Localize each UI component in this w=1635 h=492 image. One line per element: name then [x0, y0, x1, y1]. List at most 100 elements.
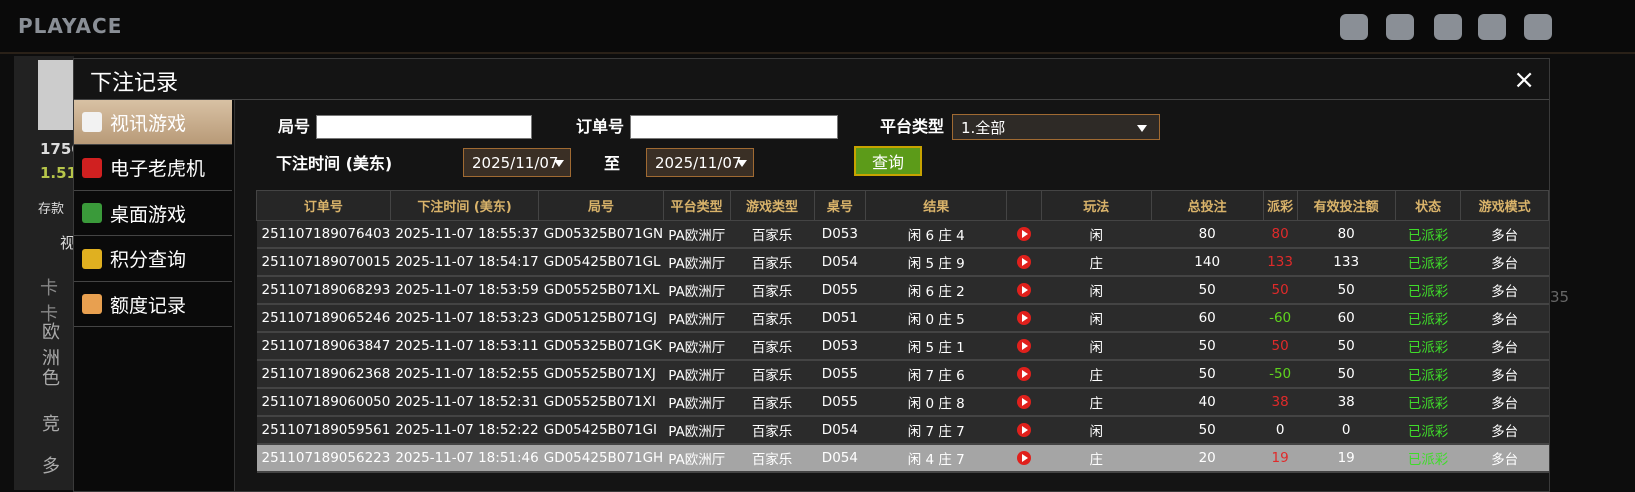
- bet-row: 251107189063847 2025-11-07 18:53:11 GD0532…: [256, 332, 1549, 361]
- settings-icon[interactable]: [1478, 14, 1506, 40]
- bet-record-modal: 下注记录 × 视讯游戏 电子老虎机 桌面游戏 积分查询 额度记录 局号 订单号 平台类型…: [73, 58, 1550, 492]
- tab[interactable]: 视讯游戏: [74, 100, 232, 145]
- date-to-value: 2025/11/07: [655, 153, 742, 172]
- cell: D055: [814, 388, 866, 417]
- dropdown-arrow: [737, 160, 747, 167]
- cell: 50: [1297, 276, 1396, 305]
- order-input[interactable]: [630, 115, 838, 139]
- cell: 闲 7 庄 7: [865, 416, 1007, 445]
- order-label: 订单号: [576, 117, 625, 136]
- tab-icon: [82, 248, 102, 269]
- cell: 多台: [1460, 248, 1549, 277]
- cell: 251107189063847: [256, 332, 391, 361]
- cell: 百家乐: [730, 444, 815, 473]
- cell: 闲 5 庄 1: [865, 332, 1007, 361]
- cell: GD05325B071GK: [538, 332, 664, 361]
- cell: 百家乐: [730, 304, 815, 333]
- tab[interactable]: 积分查询: [74, 237, 232, 282]
- menu-item: 多: [42, 456, 60, 477]
- replay-icon[interactable]: [1017, 395, 1032, 409]
- cell: 251107189056223: [256, 444, 391, 473]
- music-icon[interactable]: [1434, 14, 1462, 40]
- tab-label: 电子老虎机: [110, 158, 206, 180]
- date-to[interactable]: 2025/11/07: [646, 148, 754, 177]
- cell: 80: [1297, 220, 1396, 249]
- cell: 闲: [1041, 416, 1152, 445]
- tab-icon: [82, 203, 102, 223]
- column-header: 玩法: [1040, 190, 1152, 221]
- column-header: 局号: [538, 190, 664, 221]
- background-panel: 1756 1.51 存款 视 卡卡 欧洲 色 竞 多: [14, 56, 82, 490]
- video-cell: [1006, 388, 1042, 417]
- round-input[interactable]: [316, 115, 532, 139]
- menu-item: 竞: [42, 414, 60, 435]
- vip-icon[interactable]: [1340, 14, 1368, 40]
- balance: 1756: [40, 140, 82, 158]
- cell: 50: [1297, 360, 1396, 389]
- tab[interactable]: 桌面游戏: [74, 191, 232, 236]
- cell: 50: [1151, 276, 1264, 305]
- cell: 多台: [1460, 388, 1549, 417]
- column-header: 结果: [865, 190, 1008, 221]
- search-button[interactable]: 查询: [854, 146, 922, 176]
- dropdown-arrow: [1137, 125, 1147, 132]
- cell: 20: [1151, 444, 1264, 473]
- cell: 38: [1297, 388, 1396, 417]
- to-label: 至: [604, 154, 621, 173]
- video-cell: [1006, 220, 1042, 249]
- divider: [74, 99, 1549, 100]
- cell: 闲 0 庄 5: [865, 304, 1007, 333]
- cell: 50: [1151, 416, 1264, 445]
- cell: 庄: [1041, 444, 1152, 473]
- close-button[interactable]: ×: [1513, 65, 1535, 95]
- cell: 2025-11-07 18:53:59: [390, 276, 539, 305]
- message-icon[interactable]: [1524, 14, 1552, 40]
- cell: 已派彩: [1395, 360, 1461, 389]
- platform-select[interactable]: 1.全部: [952, 114, 1160, 140]
- date-from-value: 2025/11/07: [472, 153, 559, 172]
- replay-icon[interactable]: [1017, 311, 1032, 325]
- cell: 多台: [1460, 276, 1549, 305]
- replay-icon[interactable]: [1017, 227, 1032, 241]
- tab-label: 额度记录: [110, 294, 187, 317]
- cell: 251107189059561: [256, 416, 391, 445]
- replay-icon[interactable]: [1017, 423, 1032, 437]
- header-row: 订单号 下注时间 (美东) 局号 平台类型 游戏类型 桌号 结果 玩法 总投注 派彩 有效投注额 状态…: [256, 190, 1549, 221]
- cell: 百家乐: [730, 388, 815, 417]
- cell: 多台: [1460, 360, 1549, 389]
- top-bar: PLAYACE VIP: [0, 0, 1635, 54]
- tab-list: 视讯游戏电子老虎机桌面游戏 积分查询额度记录: [74, 100, 235, 491]
- cell: 已派彩: [1395, 248, 1461, 277]
- replay-icon[interactable]: [1017, 283, 1032, 297]
- tab[interactable]: 电子老虎机: [74, 146, 232, 191]
- cell: 百家乐: [730, 332, 815, 361]
- deposit: 存款: [38, 202, 65, 217]
- cell: 多台: [1460, 416, 1549, 445]
- cell: 闲 6 庄 4: [865, 220, 1007, 249]
- cell: D055: [814, 276, 866, 305]
- video-cell: [1006, 304, 1042, 333]
- replay-icon[interactable]: [1017, 367, 1032, 381]
- date-from[interactable]: 2025/11/07: [463, 148, 571, 177]
- replay-icon[interactable]: [1017, 451, 1032, 465]
- chat-icon[interactable]: [1386, 14, 1414, 40]
- cell: PA欧洲厅: [663, 248, 731, 277]
- cell: 闲: [1041, 332, 1152, 361]
- replay-icon[interactable]: [1017, 255, 1032, 269]
- cell: -50: [1263, 360, 1298, 389]
- cell: 多台: [1460, 304, 1549, 333]
- cell: 133: [1263, 248, 1298, 277]
- replay-icon[interactable]: [1017, 339, 1032, 353]
- cell: 50: [1263, 276, 1298, 305]
- bet-table: 订单号 下注时间 (美东) 局号 平台类型 游戏类型 桌号 结果 玩法 总投注 派彩 有效投注额 状态…: [256, 190, 1549, 473]
- cell: D054: [814, 248, 866, 277]
- cell: PA欧洲厅: [663, 332, 731, 361]
- cell: 闲: [1041, 276, 1152, 305]
- cell: 多台: [1460, 444, 1549, 473]
- column-header: 派彩: [1262, 190, 1298, 221]
- cell: PA欧洲厅: [663, 220, 731, 249]
- menu-item: 欧洲: [42, 322, 60, 369]
- tab[interactable]: 额度记录: [74, 282, 232, 327]
- cell: 闲: [1041, 304, 1152, 333]
